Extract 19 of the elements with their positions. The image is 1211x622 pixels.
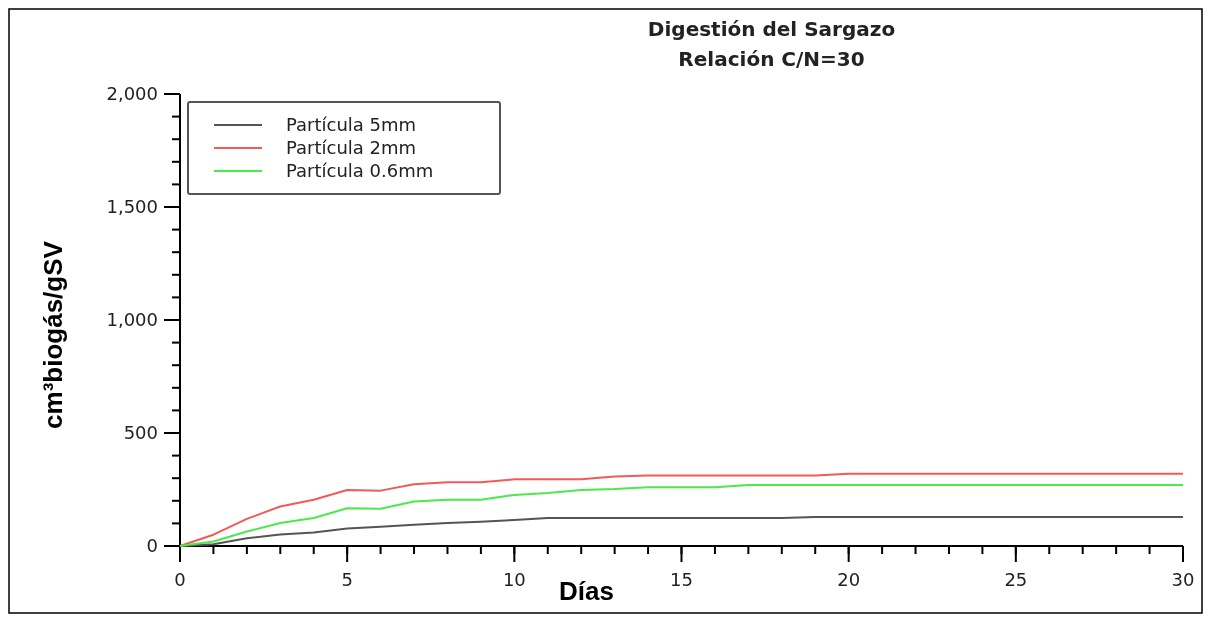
y-tick-label: 1,500 xyxy=(106,196,158,218)
y-axis-title: cm³biogás/gSV xyxy=(38,240,68,429)
legend-label: Partícula 5mm xyxy=(286,114,417,136)
y-tick-label: 0 xyxy=(146,535,158,557)
x-tick-label: 20 xyxy=(837,569,861,590)
chart-subtitle: Relación C/N=30 xyxy=(678,47,865,71)
x-tick-label: 30 xyxy=(1171,569,1195,590)
x-tick-label: 10 xyxy=(502,569,526,590)
x-tick-label: 25 xyxy=(1004,569,1028,590)
x-tick-label: 5 xyxy=(341,569,353,590)
y-tick-label: 2,000 xyxy=(106,83,158,105)
y-tick-label: 1,000 xyxy=(106,309,158,331)
legend-label: Partícula 0.6mm xyxy=(286,160,434,182)
legend-label: Partícula 2mm xyxy=(286,137,417,159)
x-tick-label: 0 xyxy=(174,569,186,590)
chart-title: Digestión del Sargazo xyxy=(647,17,896,41)
x-tick-label: 15 xyxy=(670,569,693,590)
x-axis-title: Días xyxy=(559,576,614,606)
y-tick-label: 500 xyxy=(123,422,158,444)
